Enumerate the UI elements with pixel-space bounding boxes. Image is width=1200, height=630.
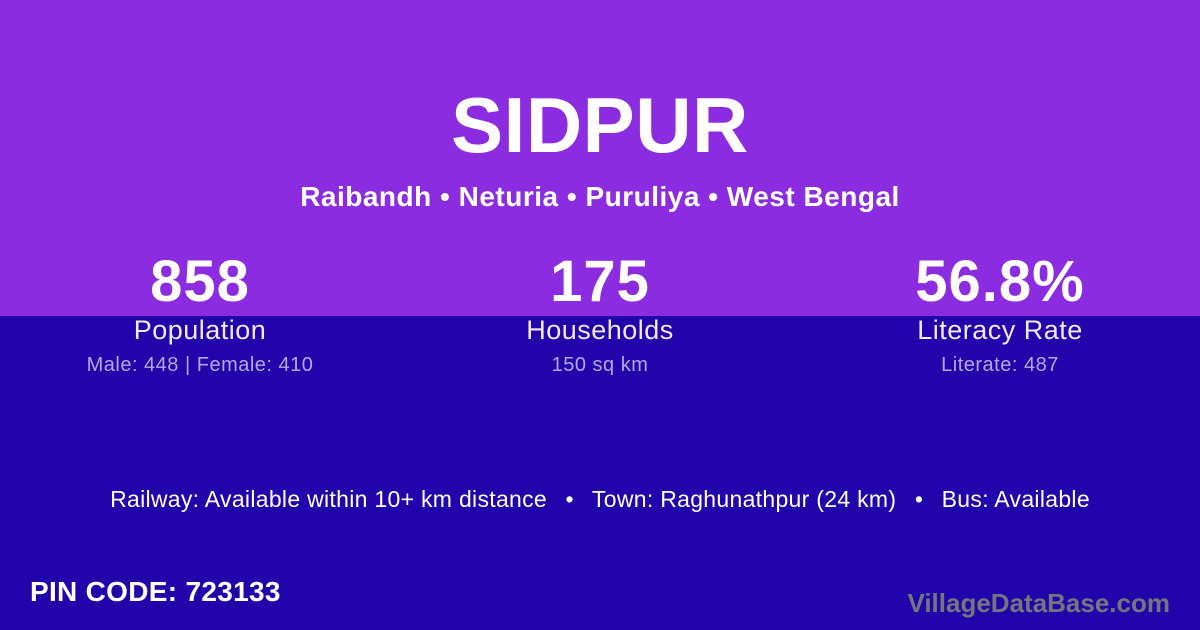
watermark-brand: VillageDataBase.com [907,588,1170,618]
literacy-rate-detail: Literate: 487 [941,354,1059,376]
households-value: 175 [550,249,650,314]
households-detail: 150 sq km [551,354,649,376]
village-title: SIDPUR [451,81,749,169]
stat-values-row: 858 175 56.8% [0,253,1200,311]
location-breadcrumb: Raibandh • Neturia • Puruliya • West Ben… [300,181,900,212]
population-detail: Male: 448 | Female: 410 [86,354,314,376]
literacy-rate-label: Literacy Rate [917,315,1083,345]
stat-details-row: Male: 448 | Female: 410 150 sq km Litera… [0,354,1200,376]
pin-code: PIN CODE: 723133 [30,576,281,607]
amenities-summary: Railway: Available within 10+ km distanc… [110,486,1090,512]
stat-labels-row: Population Households Literacy Rate [0,315,1200,346]
households-label: Households [526,315,674,345]
population-value: 858 [150,249,250,314]
literacy-rate-value: 56.8% [915,249,1085,314]
population-label: Population [133,315,267,345]
